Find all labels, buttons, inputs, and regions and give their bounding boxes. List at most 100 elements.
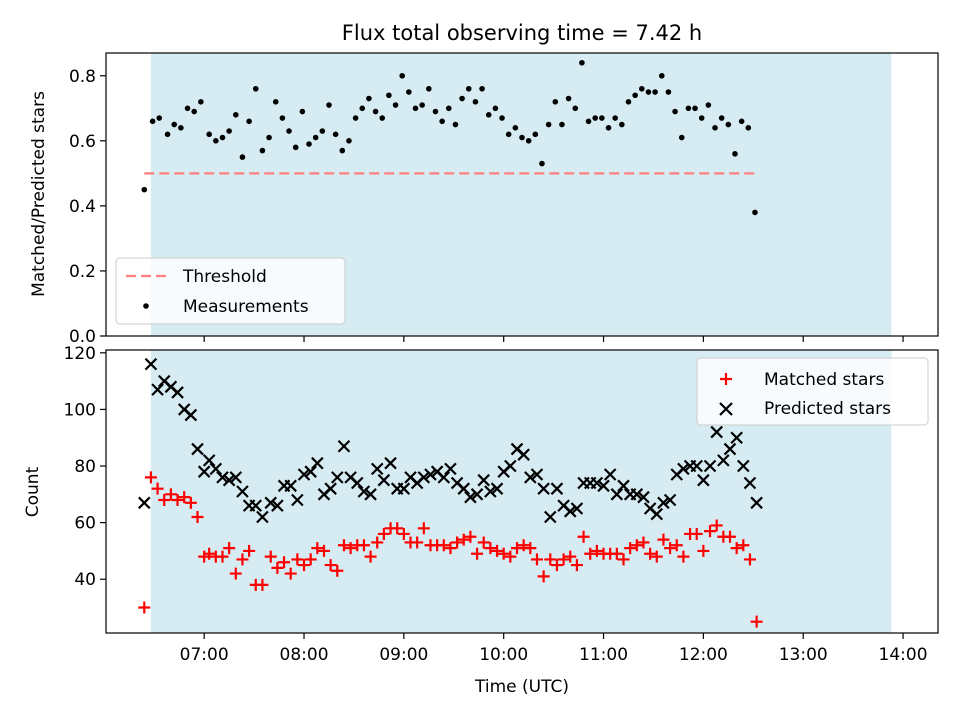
matched-point bbox=[158, 493, 171, 506]
matched-point bbox=[344, 542, 357, 555]
measurement-point bbox=[332, 131, 339, 138]
measurement-point bbox=[319, 128, 326, 134]
matched-point bbox=[637, 536, 650, 549]
predicted-point bbox=[464, 490, 477, 504]
matched-point bbox=[557, 553, 570, 566]
predicted-point bbox=[703, 459, 717, 473]
measurement-point bbox=[299, 108, 306, 115]
measurement-point bbox=[745, 125, 752, 131]
predicted-point bbox=[284, 479, 297, 493]
matched-point bbox=[331, 564, 344, 577]
predicted-point bbox=[690, 459, 703, 473]
predicted-point bbox=[657, 496, 670, 510]
measurement-point bbox=[312, 134, 319, 141]
matched-point bbox=[144, 471, 157, 484]
measurement-point bbox=[585, 118, 592, 125]
matched-point bbox=[223, 542, 236, 555]
matched-point bbox=[444, 542, 457, 555]
x-tick-label: 09:00 bbox=[379, 645, 428, 665]
matched-point bbox=[511, 542, 524, 555]
measurement-point bbox=[439, 118, 445, 125]
measurement-point bbox=[658, 72, 665, 79]
predicted-point bbox=[610, 488, 624, 501]
predicted-point bbox=[144, 357, 158, 371]
matched-point bbox=[437, 539, 450, 552]
measurement-point bbox=[512, 125, 519, 131]
predicted-point bbox=[544, 510, 557, 524]
matched-point bbox=[610, 547, 623, 560]
legend-matched-label: Matched stars bbox=[764, 370, 884, 390]
predicted-point bbox=[324, 482, 337, 495]
measurement-point bbox=[552, 98, 559, 105]
count-ticks: 40 60 80 100 120 07:00 08:00 09:00 10:00 11:00 12:… bbox=[64, 344, 928, 665]
matched-point bbox=[590, 544, 603, 557]
y-tick-label: 0.6 bbox=[69, 132, 96, 152]
predicted-point bbox=[697, 473, 710, 487]
measurement-point bbox=[206, 131, 212, 138]
predicted-point bbox=[490, 482, 504, 495]
predicted-point bbox=[444, 462, 457, 476]
predicted-point bbox=[222, 473, 236, 487]
measurement-point bbox=[465, 85, 472, 92]
predicted-point bbox=[737, 459, 750, 473]
measurement-point bbox=[592, 115, 599, 121]
measurement-point bbox=[239, 154, 246, 160]
measurement-point bbox=[559, 121, 565, 128]
predicted-point bbox=[437, 471, 451, 484]
matched-point bbox=[324, 559, 337, 572]
predicted-point bbox=[424, 468, 437, 481]
measurement-point bbox=[545, 121, 552, 128]
matched-point bbox=[737, 539, 750, 552]
measurement-point bbox=[472, 98, 479, 105]
predicted-point bbox=[271, 499, 284, 512]
matched-point bbox=[484, 542, 497, 555]
count-legend-box bbox=[696, 357, 929, 426]
count-panel: 40 60 80 100 120 07:00 08:00 09:00 10:00 11:00 12:… bbox=[23, 344, 939, 697]
matched-point bbox=[477, 536, 490, 549]
measurement-point bbox=[519, 134, 525, 141]
measurement-point bbox=[479, 85, 485, 92]
matched-point bbox=[537, 570, 550, 583]
predicted-point bbox=[377, 473, 391, 487]
y-tick-label: 120 bbox=[64, 344, 96, 364]
y-tick-label: 0.8 bbox=[69, 67, 96, 87]
legend-matched-swatch bbox=[720, 373, 732, 385]
measurement-point bbox=[652, 89, 658, 95]
measurement-point bbox=[619, 121, 625, 128]
matched-point bbox=[391, 522, 404, 535]
measurement-point bbox=[372, 108, 379, 115]
measurement-point bbox=[292, 144, 299, 151]
measurement-point bbox=[459, 95, 465, 102]
count-y-axis-label: Count bbox=[23, 466, 43, 517]
measurement-point bbox=[499, 115, 505, 121]
measurement-point bbox=[326, 102, 332, 108]
measurement-point bbox=[718, 115, 725, 121]
measurement-point bbox=[156, 115, 163, 121]
measurement-point bbox=[386, 92, 392, 99]
matched-point bbox=[697, 544, 710, 557]
measurement-point bbox=[272, 98, 279, 105]
measurement-point bbox=[352, 115, 359, 121]
predicted-point bbox=[229, 471, 243, 484]
matched-point bbox=[630, 539, 643, 552]
matched-point bbox=[243, 544, 256, 557]
predicted-point bbox=[537, 482, 550, 495]
matched-point bbox=[397, 527, 410, 540]
y-tick-label: 0.0 bbox=[69, 327, 96, 347]
matched-point bbox=[256, 578, 269, 591]
matched-point bbox=[178, 491, 191, 504]
ratio-y-axis-label: Matched/Predicted stars bbox=[29, 91, 49, 297]
predicted-point bbox=[730, 431, 743, 445]
measurement-point bbox=[698, 115, 705, 121]
predicted-point bbox=[590, 476, 604, 490]
measurement-point bbox=[625, 98, 632, 105]
y-tick-label: 60 bbox=[74, 514, 96, 534]
predicted-point bbox=[477, 473, 491, 487]
ratio-ticks: 0.0 0.2 0.4 0.6 0.8 bbox=[69, 67, 904, 347]
predicted-point bbox=[331, 471, 344, 484]
measurement-point bbox=[612, 115, 618, 121]
measurement-point bbox=[219, 134, 226, 141]
predicted-point bbox=[197, 465, 211, 478]
predicted-point bbox=[517, 448, 530, 461]
